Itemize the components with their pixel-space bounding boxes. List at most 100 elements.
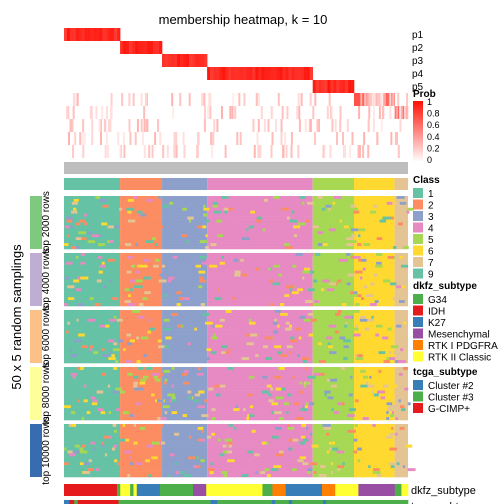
block-cell xyxy=(64,198,121,203)
block-cell xyxy=(250,456,255,460)
block-cell xyxy=(96,369,101,373)
block-cell xyxy=(120,450,163,454)
block-cell xyxy=(120,468,163,472)
block-cell xyxy=(68,424,73,427)
block-cell xyxy=(187,342,191,346)
block-cell xyxy=(64,447,67,451)
block-cell xyxy=(394,243,408,247)
block-cell xyxy=(353,396,395,400)
membership-cell xyxy=(109,119,112,132)
block-cell xyxy=(162,285,208,289)
block-cell xyxy=(236,240,243,244)
block-cell xyxy=(337,465,344,469)
block-cell xyxy=(353,459,395,463)
block-cell xyxy=(369,375,372,379)
block-cell xyxy=(120,393,163,397)
block-cell xyxy=(84,213,87,217)
block-cell xyxy=(143,276,151,280)
block-cell xyxy=(207,402,313,406)
block-cell xyxy=(77,399,80,403)
tcga-subtype-segment xyxy=(77,500,119,504)
block-cell xyxy=(133,441,138,445)
block-cell xyxy=(120,459,163,463)
block-cell xyxy=(394,357,408,361)
block-cell xyxy=(133,381,139,385)
block-cell xyxy=(163,381,167,385)
block-cell xyxy=(163,318,170,322)
block-cell xyxy=(270,303,275,306)
block-cell xyxy=(288,351,292,355)
membership-cell xyxy=(394,132,397,145)
block-cell xyxy=(162,282,208,286)
block-cell xyxy=(273,465,282,469)
block-cell xyxy=(93,351,99,355)
membership-cell xyxy=(72,106,75,119)
block-cell xyxy=(338,258,347,262)
block-cell xyxy=(202,312,210,316)
block-cell xyxy=(210,243,217,247)
y-axis-label: 50 x 5 random samplings xyxy=(9,244,24,390)
block-cell xyxy=(71,411,76,415)
block-cell xyxy=(64,276,70,280)
block-cell xyxy=(199,240,207,244)
legend-prob-tick: 0.2 xyxy=(427,143,440,153)
membership-cell xyxy=(297,93,300,106)
block-cell xyxy=(406,210,410,214)
class-bar-segment xyxy=(353,178,395,190)
block-cell xyxy=(243,408,246,412)
block-cell xyxy=(109,351,113,355)
block-cell xyxy=(261,441,267,445)
block-cell xyxy=(120,312,163,317)
block-cell xyxy=(162,300,208,304)
block-cell xyxy=(326,336,333,340)
legend-prob-gradient-step xyxy=(413,107,423,110)
tcga-subtype-segment xyxy=(74,500,78,504)
block-cell xyxy=(305,291,308,295)
block-cell xyxy=(387,408,396,412)
block-cell xyxy=(158,225,164,229)
block-cell xyxy=(277,324,280,328)
block-cell xyxy=(64,450,121,454)
block-cell xyxy=(162,367,208,371)
dkfz-subtype-segment xyxy=(394,484,402,496)
legend-class-label: 7 xyxy=(428,258,434,269)
block-cell xyxy=(386,411,389,415)
block-cell xyxy=(250,333,258,337)
block-cell xyxy=(394,432,408,437)
legend-dkfz-swatch xyxy=(413,294,423,304)
legend-dkfz-label: IDH xyxy=(428,307,445,318)
block-cell xyxy=(197,367,201,370)
block-cell xyxy=(172,255,178,259)
block-cell xyxy=(207,414,313,418)
block-cell xyxy=(331,384,337,388)
block-cell xyxy=(361,258,367,262)
block-cell xyxy=(266,474,271,477)
block-cell xyxy=(122,310,129,313)
block-cell xyxy=(279,357,283,361)
block-cell xyxy=(64,255,121,260)
block-cell xyxy=(305,300,313,304)
membership-cell xyxy=(285,67,289,80)
legend-class-title: Class xyxy=(413,175,440,186)
block-cell xyxy=(378,369,382,373)
block-cell xyxy=(395,432,398,436)
block-cell xyxy=(306,270,315,274)
block-cell xyxy=(320,288,324,292)
block-cell xyxy=(312,327,354,331)
legend-prob-gradient-step xyxy=(413,119,423,123)
block-cell xyxy=(405,444,413,448)
membership-cell xyxy=(174,54,178,67)
block-cell xyxy=(353,222,395,226)
block-cell xyxy=(120,465,163,469)
legend-prob-gradient-step xyxy=(413,146,423,150)
block-cell xyxy=(107,225,114,229)
block-cell xyxy=(64,381,121,385)
block-cell xyxy=(133,375,139,379)
block-cell xyxy=(267,255,274,259)
block-cell xyxy=(170,219,174,223)
block-cell xyxy=(207,204,313,209)
block-cell xyxy=(162,270,208,274)
block-cell xyxy=(312,207,354,212)
legend-dkfz-label: G34 xyxy=(428,295,447,306)
block-cell xyxy=(145,367,153,370)
